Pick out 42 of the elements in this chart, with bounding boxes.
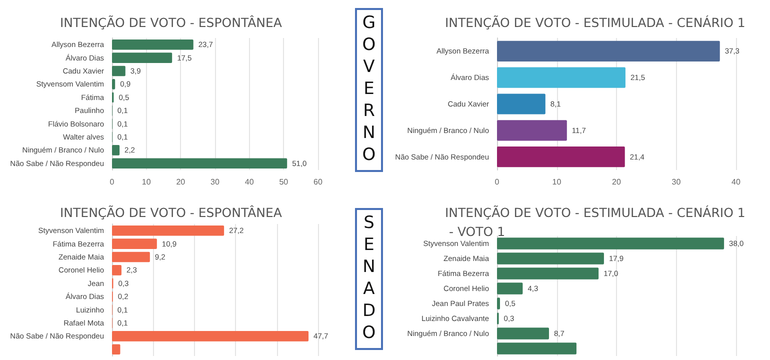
bar (112, 265, 122, 276)
bar (112, 79, 116, 90)
bar (497, 282, 523, 294)
x-tick-label: 30 (210, 178, 220, 186)
bar (112, 52, 172, 63)
bar (112, 145, 120, 156)
x-tick-label: 10 (142, 178, 152, 186)
bar (112, 331, 309, 342)
text: SENADO (355, 208, 383, 350)
x-tick-label: 10 (552, 178, 562, 186)
bar (497, 238, 724, 250)
bar (497, 298, 500, 310)
x-tick-label: 30 (672, 178, 682, 186)
bar (497, 252, 604, 264)
bar (497, 94, 546, 114)
bar (112, 238, 157, 249)
x-tick-label: 60 (314, 178, 323, 186)
bar (497, 146, 625, 168)
bar (112, 66, 126, 76)
bar (112, 225, 224, 236)
x-tick-label: 20 (176, 178, 186, 186)
bar (497, 328, 549, 340)
x-tick-label: 40 (732, 178, 741, 186)
bar (497, 40, 720, 62)
chart-title: INTENÇÃO DE VOTO - ESTIMULADA - CENÁRIO 1 - VOTO 1 (445, 205, 746, 239)
x-tick-label: 40 (244, 178, 254, 186)
bar (497, 342, 576, 354)
x-tick-label: 50 (279, 178, 289, 186)
bar (112, 158, 288, 169)
chart-title: INTENÇÃO DE VOTO - ESPONTÂNEA (60, 205, 282, 220)
bar (112, 252, 150, 262)
bar (112, 39, 194, 50)
x-tick-label: 0 (110, 178, 115, 186)
text: GOVERNO (355, 8, 383, 172)
bar (497, 268, 599, 280)
x-tick-label: 20 (612, 178, 622, 186)
x-tick-label: 0 (494, 178, 500, 186)
bar (112, 344, 120, 355)
chart-title: INTENÇÃO DE VOTO - ESPONTÂNEA (60, 15, 282, 30)
bar (497, 67, 626, 88)
chart-title: INTENÇÃO DE VOTO - ESTIMULADA - CENÁRIO 1 (445, 15, 746, 30)
bar (497, 120, 567, 141)
